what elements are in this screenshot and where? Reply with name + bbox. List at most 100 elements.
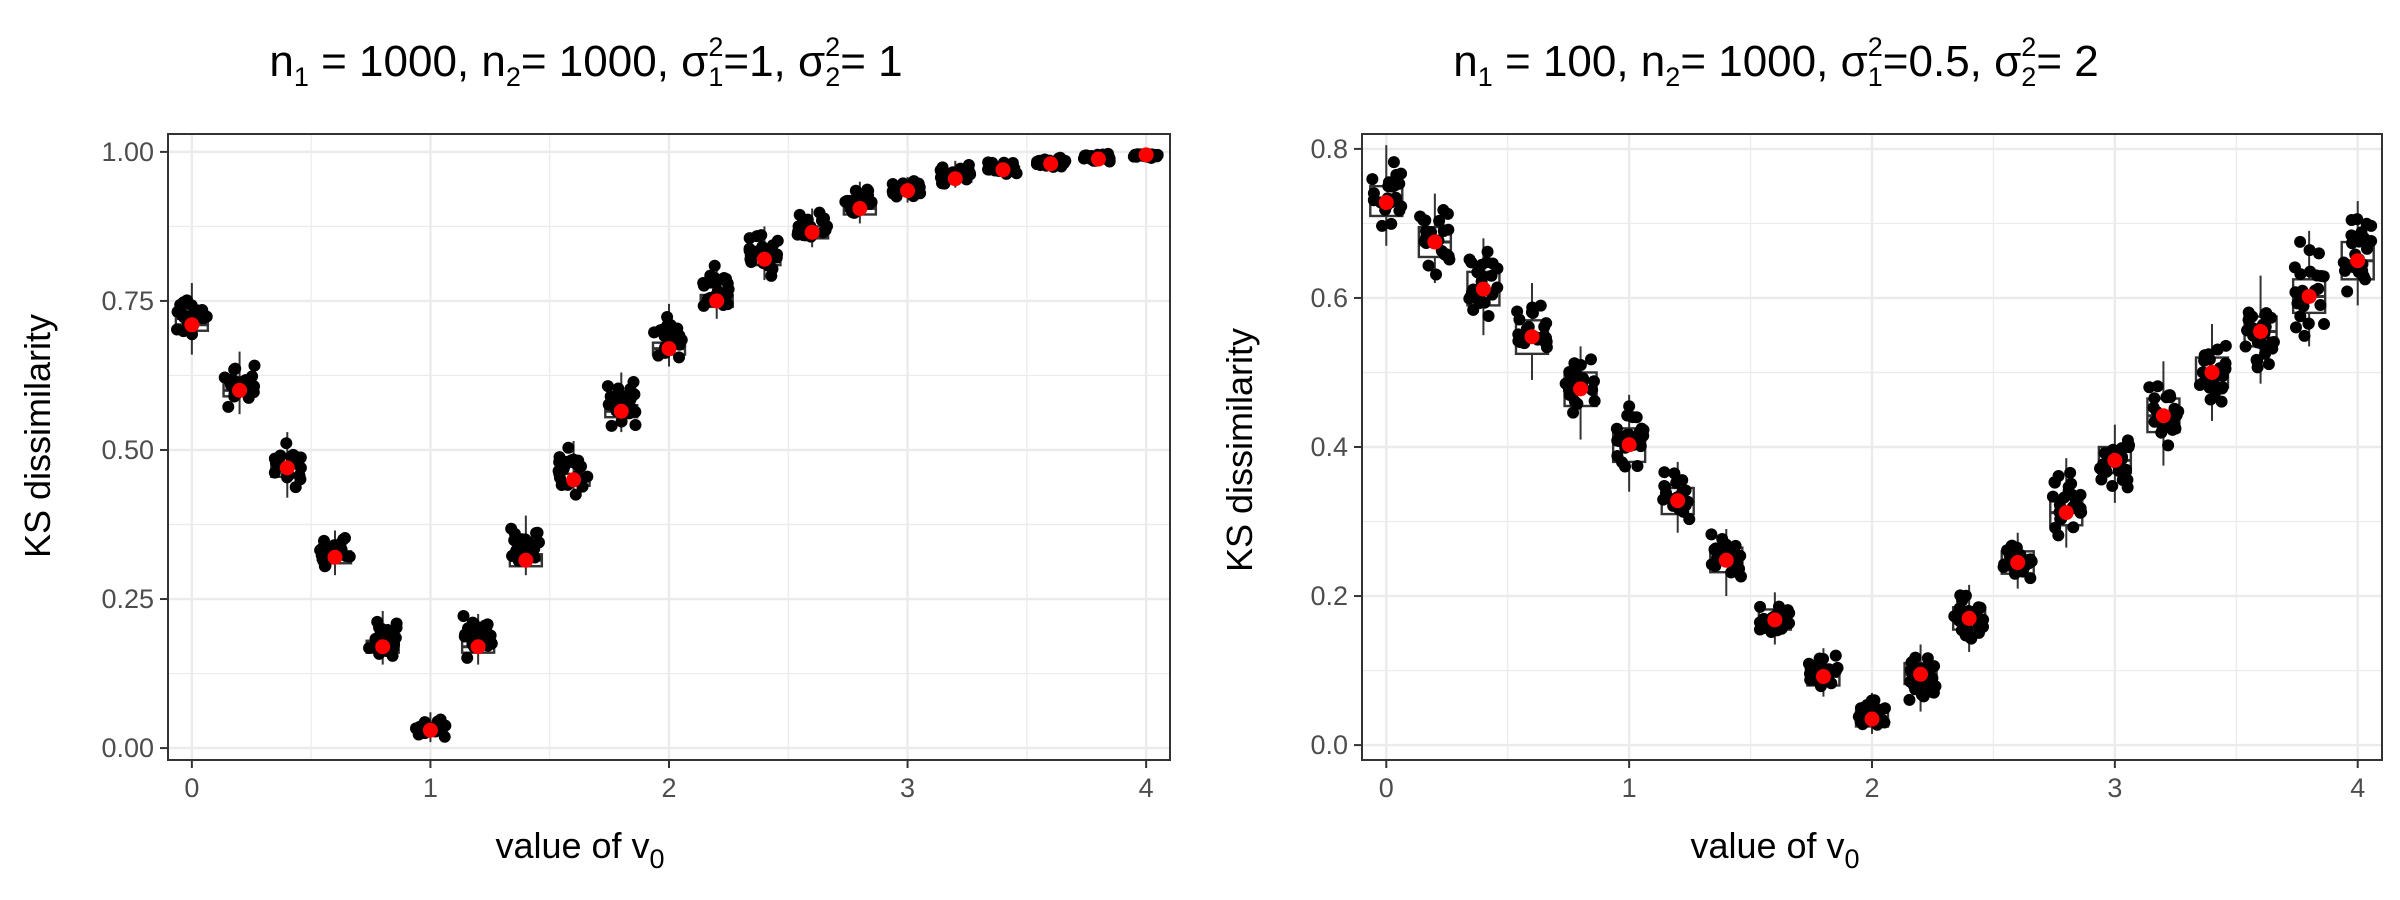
right-data-point — [2058, 491, 2071, 504]
right-data-point — [1430, 268, 1443, 281]
right-data-point — [1972, 601, 1985, 614]
right-data-point — [1909, 651, 1922, 664]
right-data-point — [1422, 259, 1435, 272]
left-x-tick-label: 2 — [661, 773, 676, 803]
left-data-point — [371, 615, 384, 628]
right-data-point — [1567, 406, 1580, 419]
right-data-point — [1928, 660, 1941, 673]
right-data-point — [1729, 539, 1742, 552]
left-data-point — [508, 527, 521, 540]
right-data-point — [2046, 490, 2059, 503]
right-data-point — [2062, 480, 2075, 493]
left-mean-point — [1138, 147, 1154, 163]
right-mean-point — [1524, 329, 1540, 345]
right-data-point — [1783, 607, 1796, 620]
right-data-point — [2122, 441, 2135, 454]
left-data-point — [697, 276, 710, 289]
left-data-point — [381, 623, 394, 636]
left-data-point — [557, 463, 570, 476]
right-data-point — [1385, 217, 1398, 230]
right-data-point — [2195, 377, 2208, 390]
left-y-tick-label: 1.00 — [101, 137, 154, 167]
right-data-point — [2255, 337, 2268, 350]
right-data-point — [1481, 245, 1494, 258]
right-data-point — [1376, 219, 1389, 232]
right-data-point — [2262, 358, 2275, 371]
right-data-point — [1586, 383, 1599, 396]
right-data-point — [1482, 309, 1495, 322]
left-mean-point — [804, 224, 820, 240]
left-data-point — [983, 163, 996, 176]
right-data-point — [1754, 600, 1767, 613]
right-x-tick-label: 0 — [1379, 773, 1394, 803]
right-mean-point — [2350, 253, 2366, 269]
right-data-point — [1437, 225, 1450, 238]
right-mean-point — [1427, 234, 1443, 250]
right-data-point — [1683, 513, 1696, 526]
left-data-point — [562, 441, 575, 454]
left-mean-point — [232, 382, 248, 398]
left-data-point — [289, 481, 302, 494]
right-mean-point — [1913, 666, 1929, 682]
left-data-point — [510, 544, 523, 557]
right-data-point — [2239, 340, 2252, 353]
right-data-point — [2346, 237, 2359, 250]
right-mean-point — [2107, 452, 2123, 468]
right-data-point — [1658, 466, 1671, 479]
right-data-point — [2024, 572, 2037, 585]
left-data-point — [293, 469, 306, 482]
left-data-point — [438, 730, 451, 743]
left-data-point — [316, 542, 329, 555]
left-data-point — [721, 298, 734, 311]
left-data-point — [386, 649, 399, 662]
left-data-point — [862, 184, 875, 197]
right-data-point — [2155, 426, 2168, 439]
right-y-tick-label: 0.0 — [1310, 730, 1348, 760]
right-x-tick-label: 2 — [1864, 773, 1879, 803]
right-data-point — [1917, 690, 1930, 703]
right-data-point — [1537, 330, 1550, 343]
left-data-point — [612, 382, 625, 395]
right-data-point — [1631, 460, 1644, 473]
right-mean-point — [2010, 555, 2026, 571]
right-data-point — [1734, 570, 1747, 583]
left-panel: n1 = 1000, n2= 1000, σ2 1=1, σ2 2= 1 KS di… — [17, 32, 1171, 874]
right-data-point — [2267, 336, 2280, 349]
right-mean-point — [1573, 381, 1589, 397]
left-plot-frame — [167, 133, 1171, 761]
left-y-tick-label: 0.00 — [101, 733, 154, 763]
left-data-point — [480, 621, 493, 634]
left-data-point — [531, 526, 544, 539]
right-data-point — [1927, 686, 1940, 699]
right-data-point — [2359, 273, 2372, 286]
right-data-point — [2360, 217, 2373, 230]
right-data-point — [1634, 440, 1647, 453]
right-mean-point — [1378, 195, 1394, 211]
right-data-point — [1623, 400, 1636, 413]
right-data-point — [1720, 538, 1733, 551]
right-data-point — [2310, 269, 2323, 282]
left-mean-point — [470, 639, 486, 655]
right-data-point — [2107, 443, 2120, 456]
left-data-point — [280, 437, 293, 450]
left-data-point — [708, 259, 721, 272]
left-data-point — [390, 617, 403, 630]
left-mean-point — [995, 162, 1011, 178]
left-data-point — [248, 359, 261, 372]
right-mean-point — [1767, 612, 1783, 628]
right-data-point — [2260, 307, 2273, 320]
left-y-tick-label: 0.50 — [101, 435, 154, 465]
left-data-point — [745, 256, 758, 269]
left-y-tick-label: 0.75 — [101, 286, 154, 316]
right-data-point — [2070, 502, 2083, 515]
left-mean-point — [1043, 156, 1059, 172]
right-data-point — [1679, 484, 1692, 497]
right-data-point — [1705, 528, 1718, 541]
right-data-point — [1611, 449, 1624, 462]
left-data-point — [569, 488, 582, 501]
right-data-point — [1972, 619, 1985, 632]
right-mean-point — [2301, 288, 2317, 304]
right-data-point — [1540, 341, 1553, 354]
left-data-point — [1128, 149, 1141, 162]
left-data-point — [629, 405, 642, 418]
